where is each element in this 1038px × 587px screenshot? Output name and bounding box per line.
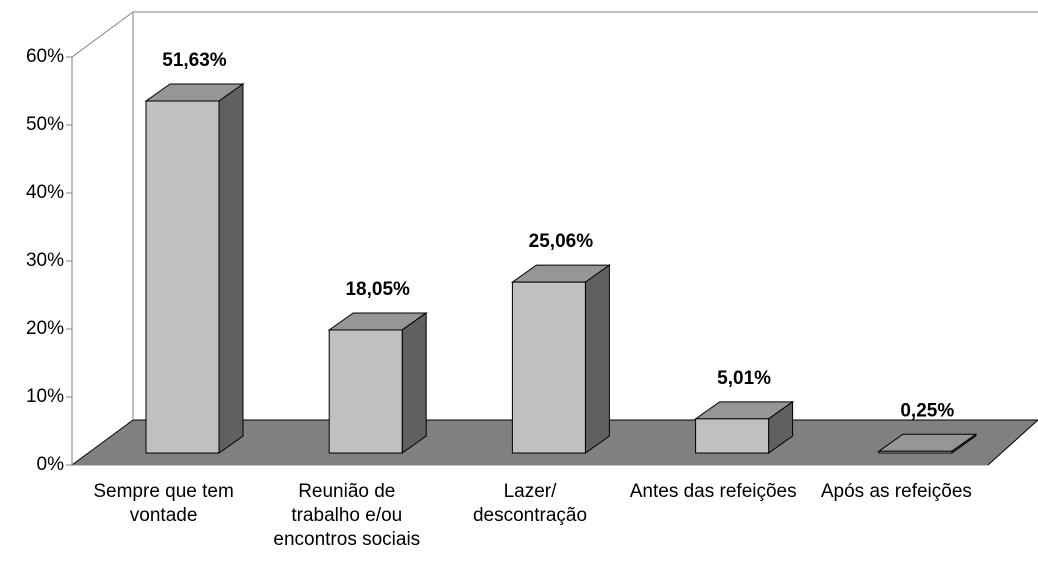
- y-tick-label: 40%: [26, 182, 64, 203]
- bar: [328, 329, 403, 454]
- value-label: 18,05%: [345, 279, 410, 300]
- y-tick-label: 30%: [26, 250, 64, 271]
- bar: [878, 450, 953, 454]
- side-wall-top: [71, 11, 134, 58]
- y-tick-label: 60%: [26, 46, 64, 67]
- y-tick-label: 10%: [26, 386, 64, 407]
- x-tick-label: Após as refeições: [820, 481, 972, 502]
- x-tick-label: Lazer/ descontração: [472, 481, 588, 526]
- bar: [695, 418, 770, 454]
- y-tick-label: 0%: [37, 454, 65, 475]
- x-tick-label: Sempre que tem vontade: [93, 481, 234, 526]
- bar: [511, 281, 586, 454]
- x-tick-label: Antes das refeições: [629, 481, 797, 502]
- y-tick-label: 50%: [26, 114, 64, 135]
- bar: [145, 100, 220, 454]
- value-label: 25,06%: [529, 231, 594, 252]
- x-tick-label: Reunião de trabalho e/ou encontros socia…: [273, 481, 421, 550]
- y-tick-label: 20%: [26, 318, 64, 339]
- value-label: 0,25%: [900, 400, 954, 421]
- value-label: 5,01%: [717, 368, 771, 389]
- bar-side: [218, 83, 244, 454]
- value-label: 51,63%: [162, 50, 227, 71]
- bar-side: [401, 311, 427, 454]
- bar-side: [584, 264, 610, 454]
